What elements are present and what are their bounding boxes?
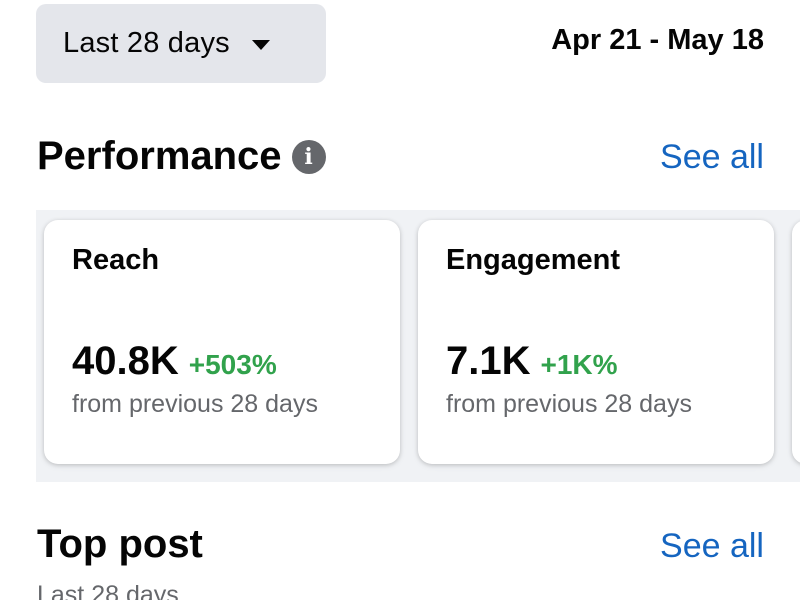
metric-title: Engagement — [446, 244, 621, 276]
metric-card-carousel[interactable]: Reach 40.8K +503% from previous 28 days … — [36, 210, 800, 482]
date-range-text: Apr 21 - May 18 — [551, 24, 764, 56]
performance-heading: Performance i — [37, 134, 326, 179]
performance-title: Performance — [37, 134, 282, 178]
metric-value: 40.8K — [72, 339, 179, 383]
metric-value-row: 40.8K +503% — [72, 339, 400, 384]
date-range-dropdown[interactable]: Last 28 days — [36, 4, 326, 83]
engagement-card[interactable]: Engagement 7.1K +1K% from previous 28 da… — [418, 220, 774, 464]
metric-value: 7.1K — [446, 339, 531, 383]
info-icon[interactable]: i — [291, 139, 326, 174]
metric-comparison-text: from previous 28 days — [72, 390, 318, 418]
reach-card[interactable]: Reach 40.8K +503% from previous 28 days — [44, 220, 400, 464]
top-post-heading: Top post — [37, 522, 203, 567]
top-post-title: Top post — [37, 522, 203, 566]
date-range-dropdown-label: Last 28 days — [63, 27, 230, 59]
top-post-period: Last 28 days — [37, 581, 179, 600]
metric-value-row: 7.1K +1K% — [446, 339, 774, 384]
top-post-see-all-link[interactable]: See all — [660, 527, 764, 565]
next-metric-card[interactable] — [792, 220, 800, 464]
metric-comparison-text: from previous 28 days — [446, 390, 692, 418]
metric-title: Reach — [72, 244, 160, 276]
metric-change: +1K% — [540, 349, 618, 380]
caret-down-icon — [251, 39, 270, 50]
metric-change: +503% — [188, 349, 277, 380]
performance-see-all-link[interactable]: See all — [660, 138, 764, 176]
